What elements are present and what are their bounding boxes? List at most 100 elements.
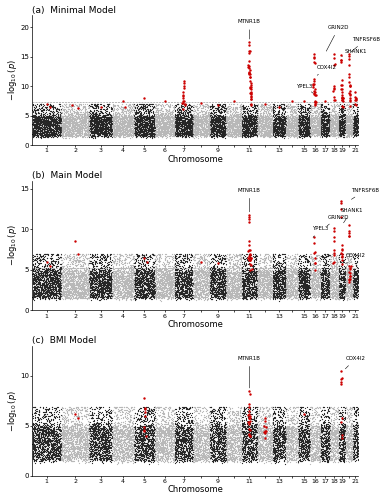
- Point: [176, 294, 183, 302]
- Point: [259, 114, 266, 122]
- Point: [323, 109, 330, 117]
- Point: [251, 276, 257, 284]
- Point: [47, 102, 53, 110]
- Point: [48, 431, 54, 439]
- Point: [154, 452, 161, 460]
- Point: [279, 126, 285, 134]
- Point: [76, 122, 82, 130]
- Point: [234, 124, 240, 132]
- Point: [289, 454, 295, 462]
- Point: [154, 115, 160, 123]
- Point: [245, 260, 252, 268]
- Point: [237, 443, 244, 451]
- Point: [344, 106, 350, 114]
- Point: [211, 407, 217, 415]
- Point: [173, 425, 179, 433]
- Point: [318, 428, 324, 436]
- Point: [29, 128, 36, 136]
- Point: [217, 428, 223, 436]
- Point: [142, 448, 149, 456]
- Point: [336, 434, 342, 442]
- Point: [127, 284, 134, 292]
- Point: [221, 130, 227, 138]
- Point: [179, 125, 185, 133]
- Point: [315, 290, 321, 298]
- Point: [295, 280, 301, 288]
- Point: [124, 452, 130, 460]
- Point: [187, 270, 193, 278]
- Point: [137, 428, 143, 436]
- Point: [291, 286, 298, 294]
- Point: [349, 279, 356, 287]
- Point: [347, 291, 354, 299]
- Point: [240, 446, 246, 454]
- Point: [259, 114, 265, 122]
- Point: [320, 288, 326, 296]
- Point: [297, 283, 303, 291]
- Point: [63, 280, 69, 288]
- Point: [134, 420, 141, 428]
- Point: [30, 277, 36, 285]
- Point: [76, 418, 82, 426]
- Point: [325, 272, 331, 280]
- Point: [78, 250, 85, 258]
- Point: [148, 438, 154, 446]
- Point: [224, 267, 230, 275]
- Point: [203, 127, 210, 135]
- Point: [36, 433, 42, 441]
- Point: [62, 129, 68, 137]
- Point: [99, 251, 105, 259]
- Point: [345, 427, 351, 435]
- Point: [227, 119, 233, 127]
- Point: [164, 455, 171, 463]
- Point: [312, 107, 318, 115]
- Point: [345, 122, 351, 130]
- Point: [241, 432, 247, 440]
- Point: [190, 120, 196, 128]
- Point: [103, 130, 109, 138]
- Point: [214, 419, 220, 427]
- Point: [243, 261, 249, 269]
- Point: [303, 451, 309, 459]
- Point: [170, 114, 176, 122]
- Point: [51, 111, 57, 119]
- Point: [61, 428, 68, 436]
- Point: [287, 431, 293, 439]
- Point: [150, 113, 156, 121]
- Point: [93, 122, 99, 130]
- Point: [324, 277, 330, 285]
- Point: [215, 430, 221, 438]
- Point: [51, 116, 57, 124]
- Point: [204, 422, 210, 430]
- Point: [257, 278, 263, 286]
- Point: [70, 294, 76, 302]
- Point: [267, 127, 273, 135]
- Point: [269, 432, 275, 440]
- Point: [51, 410, 57, 418]
- Point: [89, 100, 95, 108]
- Point: [204, 128, 210, 136]
- Point: [319, 406, 325, 414]
- Point: [176, 432, 182, 440]
- Point: [299, 128, 305, 136]
- Point: [165, 428, 171, 436]
- Point: [109, 126, 115, 134]
- Point: [73, 288, 79, 296]
- Point: [220, 126, 226, 134]
- Point: [192, 126, 198, 134]
- Point: [221, 439, 227, 447]
- Point: [191, 273, 198, 281]
- Point: [212, 118, 218, 126]
- Point: [183, 430, 189, 438]
- Point: [204, 112, 210, 120]
- Point: [346, 52, 352, 60]
- Point: [173, 443, 179, 451]
- Point: [78, 270, 85, 278]
- Point: [59, 276, 66, 284]
- Point: [249, 272, 255, 280]
- Point: [264, 452, 270, 460]
- Point: [345, 280, 351, 288]
- Point: [190, 294, 196, 302]
- Point: [36, 266, 42, 274]
- Point: [44, 130, 50, 138]
